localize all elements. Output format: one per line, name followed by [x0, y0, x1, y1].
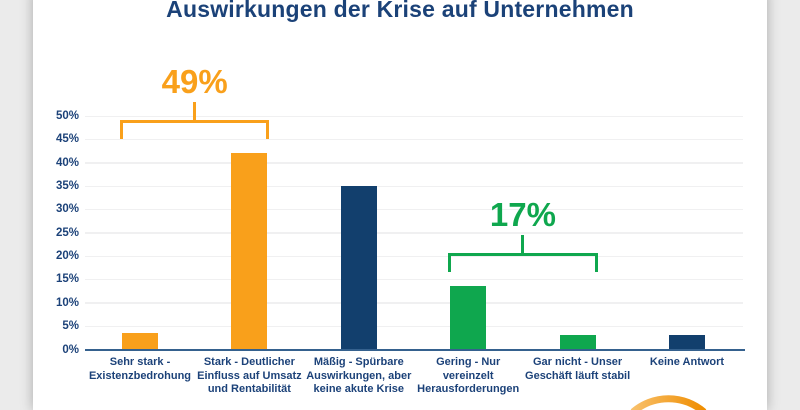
- y-axis-tick-label: 15%: [55, 273, 79, 286]
- gridline: [85, 185, 743, 188]
- gridline: [85, 255, 743, 258]
- chart-title: Auswirkungen der Krise auf Unternehmen: [166, 0, 634, 22]
- x-axis-line: [85, 349, 745, 351]
- bar: [231, 153, 268, 349]
- arc-path: [630, 395, 707, 410]
- gridline: [85, 162, 743, 164]
- gridline: [85, 302, 743, 304]
- gridline: [85, 278, 743, 281]
- x-category-label: Keine Antwort: [649, 356, 725, 368]
- y-axis-tick-label: 25%: [55, 226, 79, 239]
- bar: [122, 333, 158, 349]
- bar: [340, 186, 377, 349]
- bar-chart: Auswirkungen der Krise auf Unternehmen 0…: [33, 0, 767, 400]
- y-axis-tick-label: 50%: [55, 110, 79, 122]
- annotation-bracket-stem: [193, 101, 197, 120]
- y-axis-tick-label: 20%: [55, 250, 79, 263]
- page: { "chart_data": { "type": "bar", "title"…: [33, 0, 767, 410]
- x-category-label: Mäßig - Spürbare Auswirkungen, aber kein…: [306, 356, 412, 395]
- y-axis-tick-label: 5%: [62, 320, 79, 333]
- y-axis-tick-label: 35%: [55, 180, 79, 193]
- bar: [669, 335, 705, 349]
- y-axis-tick-label: 0%: [62, 343, 79, 356]
- x-category-label: Gar nicht - Unser Geschäft läuft stabil: [525, 356, 631, 382]
- y-axis-tick-label: 40%: [55, 156, 79, 169]
- y-axis-tick-label: 30%: [55, 203, 79, 216]
- x-category-label: Sehr stark - Existenzbedrohung: [88, 356, 192, 382]
- y-axis-tick-label: 10%: [55, 296, 79, 309]
- bar: [450, 286, 487, 349]
- bar: [559, 335, 596, 349]
- gridline: [85, 325, 743, 328]
- annotation-bracket: [448, 252, 598, 256]
- gridline: [85, 208, 743, 211]
- gridline: [85, 232, 743, 234]
- annotation-value-label: 17%: [489, 195, 556, 233]
- annotation-bracket-end: [448, 252, 452, 272]
- gridline: [85, 138, 743, 141]
- y-axis-tick-label: 45%: [55, 133, 79, 146]
- annotation-bracket: [120, 119, 270, 123]
- annotation-value-label: 49%: [161, 62, 228, 100]
- annotation-bracket-end: [120, 119, 123, 139]
- annotation-bracket-end: [594, 252, 598, 272]
- x-category-label: Gering - Nur vereinzelt Herausforderunge…: [417, 356, 520, 395]
- annotation-bracket-end: [266, 119, 270, 139]
- annotation-bracket-stem: [521, 234, 525, 253]
- partial-logo-arc-icon: [630, 395, 707, 410]
- gridline: [85, 115, 743, 117]
- x-category-label: Stark - Deutlicher Einfluss auf Umsatz u…: [197, 356, 302, 395]
- chart-card: Auswirkungen der Krise auf Unternehmen 0…: [33, 0, 767, 410]
